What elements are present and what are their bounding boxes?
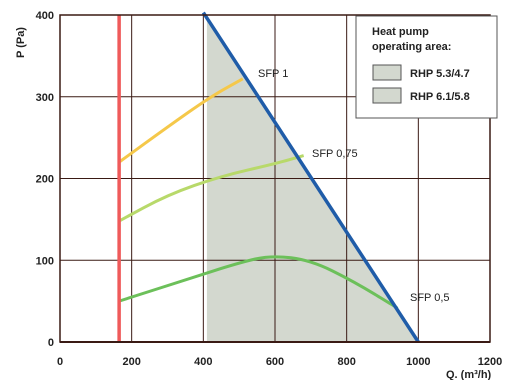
series-layer xyxy=(117,11,420,343)
y-tick-label-0: 0 xyxy=(48,337,54,349)
x-axis-label: Q. (m³/h) xyxy=(446,369,492,380)
x-tick-label-400: 400 xyxy=(194,356,212,368)
tick-layer: 0 200 400 600 800 1000 1200 0 100 200 300 400 xyxy=(36,10,503,368)
y-axis-label: P (Pa) xyxy=(15,27,27,58)
x-tick-label-200: 200 xyxy=(122,356,140,368)
x-tick-label-1200: 1200 xyxy=(478,356,502,368)
series-flow-limit xyxy=(201,11,420,343)
legend-label-rhp-61: RHP 6.1/5.8 xyxy=(410,91,470,103)
y-tick-label-400: 400 xyxy=(36,10,54,22)
legend: Heat pump operating area: RHP 5.3/4.7 RH… xyxy=(355,15,498,119)
annotation-sfp-075: SFP 0,75 xyxy=(312,148,358,160)
y-tick-label-300: 300 xyxy=(36,92,54,104)
x-tick-label-1000: 1000 xyxy=(406,356,430,368)
legend-title-line-2: operating area: xyxy=(372,41,451,53)
legend-label-rhp-53: RHP 5.3/4.7 xyxy=(410,68,470,80)
series-sfp-1 xyxy=(118,77,244,164)
annotation-sfp-1: SFP 1 xyxy=(258,68,288,80)
y-tick-label-100: 100 xyxy=(36,255,54,267)
legend-swatch-rhp-61 xyxy=(372,87,402,104)
y-tick-label-200: 200 xyxy=(36,174,54,186)
legend-title-line-1: Heat pump xyxy=(372,26,429,38)
series-sfp-075 xyxy=(118,154,305,223)
x-tick-label-800: 800 xyxy=(337,356,355,368)
frame-layer xyxy=(59,14,491,343)
x-tick-label-0: 0 xyxy=(57,356,63,368)
annotation-sfp-05: SFP 0,5 xyxy=(410,292,450,304)
series-sfp-05 xyxy=(118,255,398,309)
legend-swatch-rhp-53 xyxy=(372,64,402,81)
x-tick-label-600: 600 xyxy=(266,356,284,368)
